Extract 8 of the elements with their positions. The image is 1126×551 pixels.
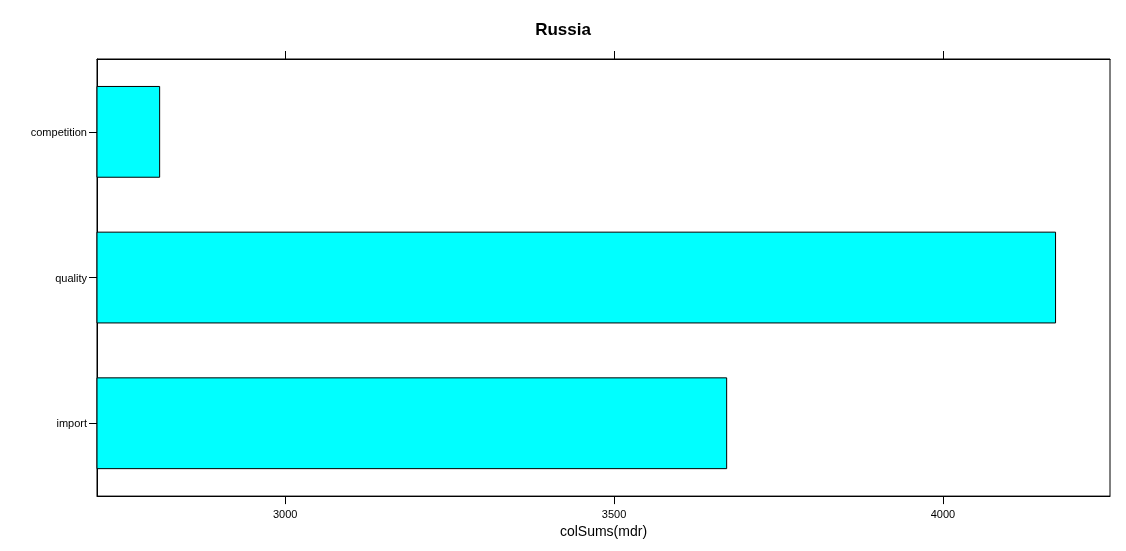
x-tick-label: 4000 <box>930 507 956 520</box>
x-axis-title: colSums(mdr) <box>559 523 648 539</box>
y-tick-label: import <box>56 417 87 430</box>
x-tick-label: 3000 <box>272 507 298 520</box>
chart-title: Russia <box>535 20 592 39</box>
y-tick-label: competition <box>30 125 87 138</box>
x-tick-label: 3500 <box>601 507 627 520</box>
y-tick-label: quality <box>55 271 88 284</box>
